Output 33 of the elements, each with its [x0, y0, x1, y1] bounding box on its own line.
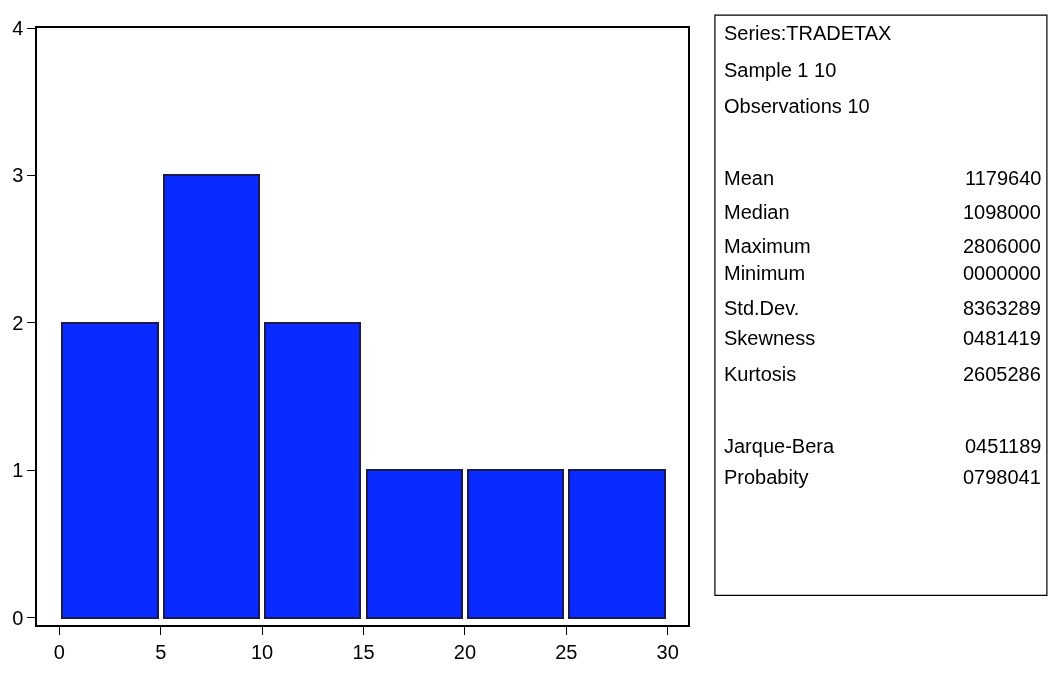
text: 0451189 — [965, 435, 1042, 457]
x-tick-label: 30 — [656, 640, 679, 663]
text: Kurtosis — [724, 363, 797, 385]
x-tick-label: 5 — [155, 640, 167, 663]
x-tick-label: 20 — [453, 640, 477, 663]
text: 0798041 — [963, 466, 1041, 488]
text: Probabity — [724, 466, 809, 488]
y-tick-label: 3 — [12, 164, 24, 187]
x-tick-label: 0 — [53, 640, 65, 663]
text: Mean — [724, 167, 775, 189]
x-tick-label: 25 — [555, 640, 578, 663]
y-tick-label: 2 — [12, 311, 24, 334]
text: Skewness — [724, 327, 816, 349]
y-tick-label: 0 — [12, 606, 24, 629]
y-tick-label: 1 — [12, 459, 24, 482]
text: 0481419 — [963, 327, 1041, 349]
text: Series:TRADETAX — [724, 22, 892, 44]
text: Jarque-Bera — [724, 435, 835, 457]
text: 8363289 — [963, 297, 1041, 319]
text: 2605286 — [963, 363, 1041, 385]
text: Observations 10 — [724, 95, 870, 117]
text: 2806000 — [963, 235, 1041, 257]
x-tick-label: 10 — [250, 640, 274, 663]
text: Minimum — [724, 262, 806, 284]
text: Median — [724, 201, 790, 223]
y-tick-label: 4 — [12, 17, 24, 39]
text: Std.Dev. — [724, 297, 800, 319]
text: 1098000 — [963, 201, 1041, 223]
x-tick-label: 15 — [352, 640, 375, 663]
text: Maximum — [724, 235, 811, 257]
text: Sample 1 10 — [724, 59, 837, 81]
text: 0000000 — [963, 262, 1041, 284]
text: 1179640 — [965, 167, 1042, 189]
